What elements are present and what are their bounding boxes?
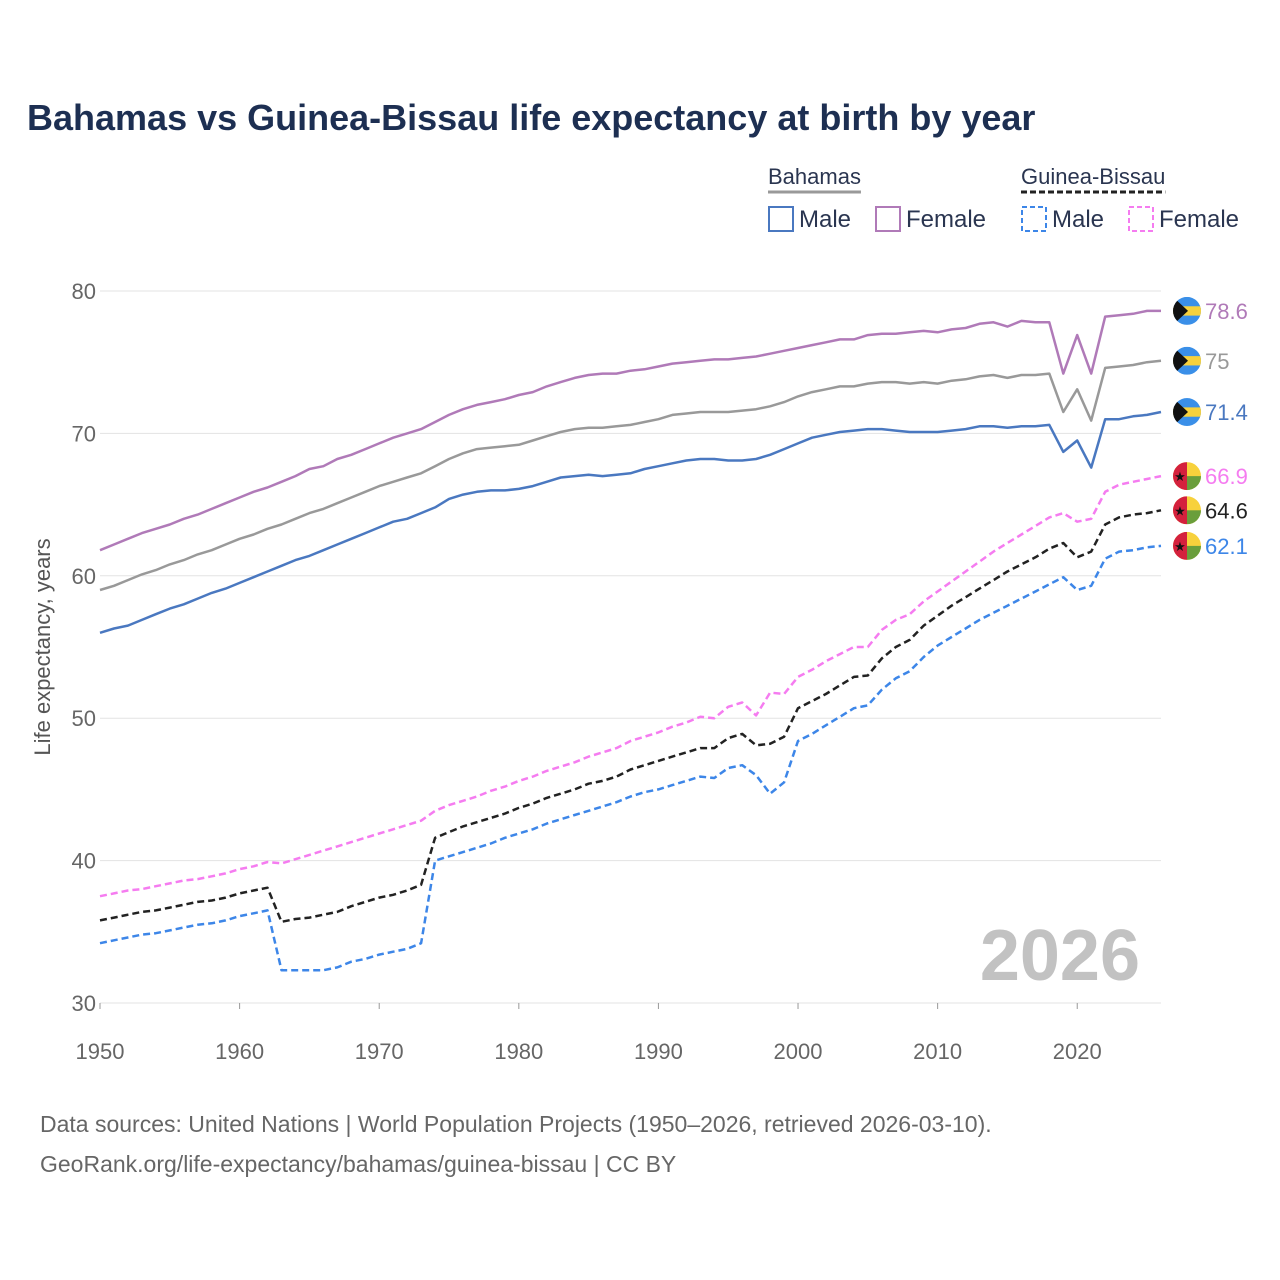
svg-text:★: ★ xyxy=(1174,540,1186,555)
end-label: 75 xyxy=(1205,349,1229,374)
series-line-bahamas-male xyxy=(99,410,1162,634)
y-tick-label: 80 xyxy=(72,279,96,304)
series-lines xyxy=(99,309,1162,972)
legend-swatch xyxy=(1128,206,1154,232)
series-line-bahamas-female xyxy=(99,309,1161,552)
y-tick-label: 70 xyxy=(72,421,96,446)
series-line-guinea-bissau-total xyxy=(99,509,1162,924)
end-label: 71.4 xyxy=(1205,400,1248,425)
x-axis-ticks: 1950 1960 1970 1980 1990 2000 2010 2020 xyxy=(76,1003,1102,1064)
end-label: 66.9 xyxy=(1205,464,1248,489)
series-line-guinea-bissau-female xyxy=(99,474,1162,898)
legend-swatch xyxy=(768,206,794,232)
guinea-bissau-flag-icon: ★ xyxy=(1173,531,1201,560)
source-line-1: Data sources: United Nations | World Pop… xyxy=(40,1111,992,1137)
bahamas-flag-icon xyxy=(1173,398,1201,427)
legend-swatch xyxy=(1021,206,1047,232)
y-tick-label: 50 xyxy=(72,706,96,731)
x-tick-label: 1990 xyxy=(634,1039,683,1064)
legend-group-title: Guinea-Bissau xyxy=(1021,164,1165,189)
year-watermark: 2026 xyxy=(980,916,1140,996)
y-axis-ticks: 30 40 50 60 70 80 xyxy=(72,279,96,1016)
y-tick-label: 60 xyxy=(72,564,96,589)
legend: Bahamas Male Female Guinea-Bissau Male Female xyxy=(768,164,1239,233)
x-tick-label: 1950 xyxy=(76,1039,125,1064)
source-line-2: GeoRank.org/life-expectancy/bahamas/guin… xyxy=(40,1151,677,1177)
legend-item-label: Male xyxy=(799,206,851,233)
svg-text:★: ★ xyxy=(1174,504,1186,519)
guinea-bissau-flag-icon: ★ xyxy=(1173,496,1201,525)
legend-item-label: Male xyxy=(1052,206,1104,233)
y-tick-label: 30 xyxy=(72,991,96,1016)
y-axis-label: Life expectancy, years xyxy=(30,538,55,755)
chart-title: Bahamas vs Guinea-Bissau life expectancy… xyxy=(27,97,1035,138)
x-tick-label: 1980 xyxy=(494,1039,543,1064)
x-tick-label: 1960 xyxy=(215,1039,264,1064)
x-tick-label: 2020 xyxy=(1053,1039,1102,1064)
x-tick-label: 1970 xyxy=(355,1039,404,1064)
end-labels: 78.6 75 71.4 ★ 66.9 ★ 64.6 ★ 62.1 xyxy=(1173,296,1248,560)
svg-text:★: ★ xyxy=(1174,470,1186,485)
x-tick-label: 2000 xyxy=(774,1039,823,1064)
series-line-guinea-bissau-male xyxy=(99,544,1162,972)
source-note: Data sources: United Nations | World Pop… xyxy=(40,1104,992,1184)
guinea-bissau-flag-icon: ★ xyxy=(1173,462,1201,491)
end-label: 78.6 xyxy=(1205,299,1248,324)
legend-item-label: Female xyxy=(1159,206,1239,233)
legend-group-title: Bahamas xyxy=(768,164,861,189)
series-line-bahamas-total xyxy=(99,359,1162,592)
bahamas-flag-icon xyxy=(1173,346,1201,375)
x-tick-label: 2010 xyxy=(913,1039,962,1064)
legend-swatch xyxy=(875,206,901,232)
grid-lines xyxy=(100,290,1161,1004)
bahamas-flag-icon xyxy=(1173,296,1201,325)
legend-item-label: Female xyxy=(906,206,986,233)
end-label: 64.6 xyxy=(1205,498,1248,523)
end-label: 62.1 xyxy=(1205,534,1248,559)
y-tick-label: 40 xyxy=(72,849,96,874)
